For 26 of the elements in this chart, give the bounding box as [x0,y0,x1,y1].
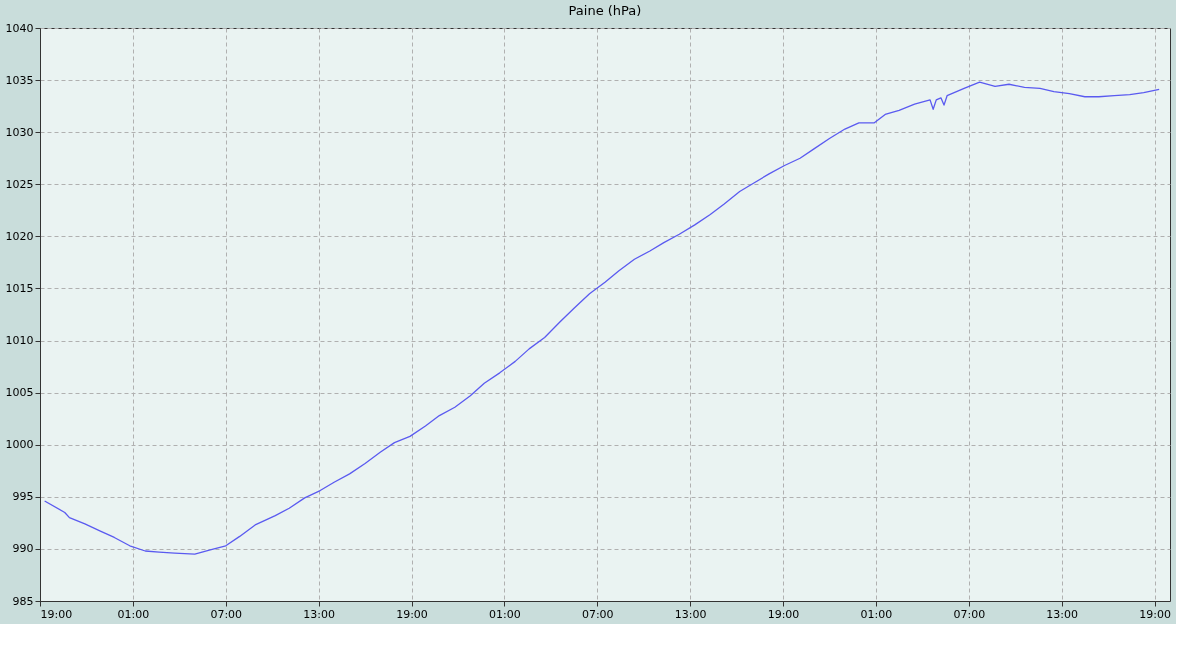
y-tick-label: 1030 [5,125,34,139]
y-tick-label: 990 [12,542,34,556]
x-tick-label: 13:00 [303,607,335,621]
x-tick-label: 07:00 [581,607,614,621]
y-tick-label: 1005 [5,386,34,400]
y-tick-label: 1010 [5,334,34,348]
y-tick-label: 1035 [5,73,34,87]
chart-title: Paine (hPa) [568,3,642,18]
x-tick-label: 19:00 [767,607,800,621]
x-tick-label: 13:00 [674,607,707,621]
x-tick-label: 19:00 [40,607,73,621]
y-tick-label: 1040 [5,21,34,35]
x-tick-label: 07:00 [210,607,243,621]
y-tick-label: 1020 [5,229,34,243]
x-tick-label: 01:00 [860,607,893,621]
x-tick-label: 01:00 [489,607,521,621]
y-tick-label: 995 [12,490,34,504]
x-tick-label: 01:00 [117,607,150,621]
y-tick-label: 985 [12,594,34,608]
x-tick-label: 13:00 [1046,607,1078,621]
y-tick-label: 1015 [5,281,34,295]
y-tick-label: 1025 [5,177,34,191]
x-tick-label: 19:00 [1139,607,1171,621]
x-tick-label: 19:00 [396,607,428,621]
y-tick-label: 1000 [5,438,34,452]
x-tick-label: 07:00 [953,607,986,621]
